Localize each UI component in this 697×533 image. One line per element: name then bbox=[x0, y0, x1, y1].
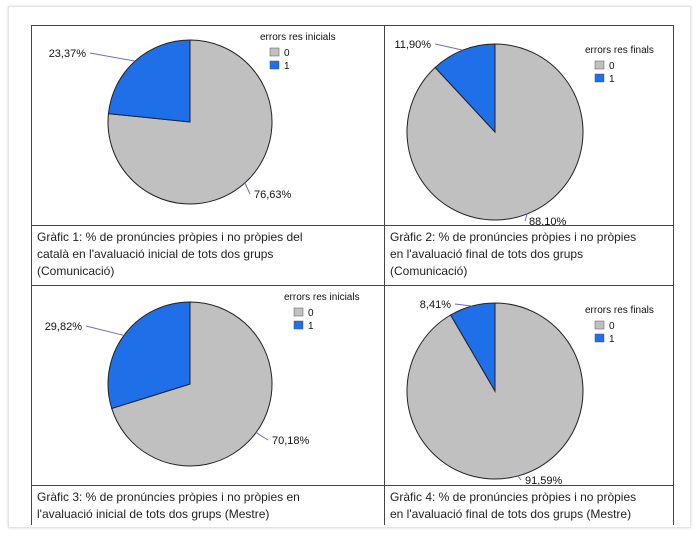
caption-chart-1: Gràfic 1: % de pronúncies pròpies i no p… bbox=[37, 229, 379, 280]
legend-title: errors res finals bbox=[585, 305, 654, 316]
legend-title: errors res finals bbox=[585, 45, 654, 56]
legend-swatch-0 bbox=[293, 307, 304, 317]
legend-entry-0: 0 bbox=[609, 321, 615, 332]
legend-swatch-0 bbox=[594, 60, 605, 70]
leader-line bbox=[454, 303, 473, 307]
legend-entry-1: 1 bbox=[284, 61, 290, 72]
caption-line: (Comunicació) bbox=[390, 264, 468, 278]
legend-swatch-0 bbox=[269, 47, 280, 57]
table-divider-row3 bbox=[31, 485, 674, 486]
legend-title: errors res inicials bbox=[284, 292, 360, 303]
data-label: 70,18% bbox=[272, 435, 310, 447]
caption-chart-3: Gràfic 3: % de pronúncies pròpies i no p… bbox=[37, 489, 379, 523]
caption-line: Gràfic 2: % de pronúncies pròpies i no p… bbox=[390, 230, 637, 244]
caption-line: Gràfic 4: % de pronúncies pròpies i no p… bbox=[390, 490, 637, 504]
table-border-top bbox=[31, 25, 674, 26]
data-label: 23,37% bbox=[49, 48, 87, 60]
caption-line: Gràfic 3: % de pronúncies pròpies i no p… bbox=[37, 490, 300, 504]
legend-swatch-1 bbox=[594, 333, 605, 343]
caption-line: Gràfic 1: % de pronúncies pròpies i no p… bbox=[37, 230, 303, 244]
leader-line bbox=[255, 432, 269, 441]
pie-slice-0 bbox=[406, 302, 584, 480]
caption-line: (Comunicació) bbox=[37, 264, 115, 278]
pie-chart-1: 76,63% 23,37% errors res inicials 0 1 bbox=[49, 32, 336, 205]
legend-entry-1: 1 bbox=[308, 321, 314, 332]
figure-frame: 76,63% 23,37% errors res inicials 0 1 88,10%… bbox=[8, 6, 691, 528]
legend-entry-0: 0 bbox=[308, 308, 314, 319]
legend-entry-1: 1 bbox=[609, 334, 615, 345]
leader-line bbox=[524, 213, 528, 222]
legend-swatch-1 bbox=[269, 60, 280, 70]
legend-entry-1: 1 bbox=[609, 74, 615, 85]
pie-slice-0 bbox=[111, 301, 273, 467]
legend-swatch-1 bbox=[594, 73, 605, 83]
pie-chart-3: 70,18% 29,82% errors res inicials 0 1 bbox=[45, 292, 360, 467]
table-border-left bbox=[31, 25, 32, 525]
pie-slice-0 bbox=[107, 39, 273, 205]
table-divider-row2 bbox=[31, 285, 674, 286]
data-label: 8,41% bbox=[420, 299, 451, 311]
data-label: 91,59% bbox=[525, 475, 563, 485]
legend-entry-0: 0 bbox=[284, 48, 290, 59]
pie-chart-2: 88,10% 11,90% errors res finals 0 1 bbox=[395, 39, 654, 225]
leader-line bbox=[517, 475, 522, 481]
legend-swatch-1 bbox=[293, 320, 304, 330]
data-label: 29,82% bbox=[45, 321, 83, 333]
caption-line: en l'avaluació final de tots dos grups bbox=[390, 247, 584, 261]
leader-line bbox=[85, 325, 125, 336]
caption-line: català en l'avaluació inicial de tots do… bbox=[37, 247, 274, 261]
caption-chart-4: Gràfic 4: % de pronúncies pròpies i no p… bbox=[390, 489, 670, 523]
leader-line bbox=[244, 182, 251, 195]
table-border-right bbox=[673, 25, 674, 525]
pie-slice-1 bbox=[107, 301, 191, 410]
caption-line: l'avaluació inicial de tots dos grups (M… bbox=[37, 507, 270, 521]
legend-swatch-0 bbox=[594, 320, 605, 330]
pie-slice-1 bbox=[434, 43, 496, 134]
data-label: 11,90% bbox=[395, 39, 432, 51]
caption-line: en l'avaluació final de tots dos grups (… bbox=[390, 507, 632, 521]
caption-chart-2: Gràfic 2: % de pronúncies pròpies i no p… bbox=[390, 229, 670, 280]
table-divider-row1 bbox=[31, 225, 674, 226]
data-label: 88,10% bbox=[529, 216, 567, 225]
leader-line bbox=[434, 43, 463, 51]
pie-chart-4: 91,59% 8,41% errors res finals 0 1 bbox=[406, 299, 654, 485]
legend-entry-0: 0 bbox=[609, 61, 615, 72]
table-divider-vertical bbox=[384, 25, 385, 525]
leader-line bbox=[89, 52, 136, 62]
data-label: 76,63% bbox=[254, 189, 292, 201]
pie-slice-1 bbox=[107, 39, 191, 123]
legend-title: errors res inicials bbox=[260, 32, 336, 43]
